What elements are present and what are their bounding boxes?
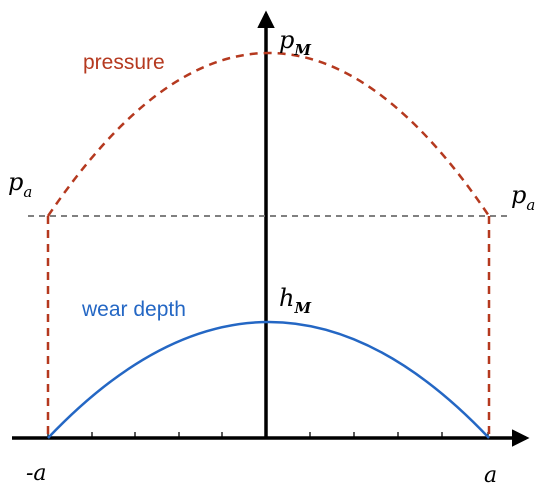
p-a-left-label: pa <box>8 168 32 201</box>
p-a-right-label: pa <box>511 181 535 214</box>
x-pos-a-label: a <box>484 463 497 488</box>
x-neg-a-label: -a <box>26 461 47 486</box>
h-M-label: hM <box>279 284 311 317</box>
p-M-label: pM <box>279 26 311 59</box>
pressure-curve <box>46 51 491 217</box>
wear-depth-label: wear depth <box>81 298 186 321</box>
wear-depth-curve <box>47 320 490 439</box>
pressure-label: pressure <box>83 51 165 74</box>
